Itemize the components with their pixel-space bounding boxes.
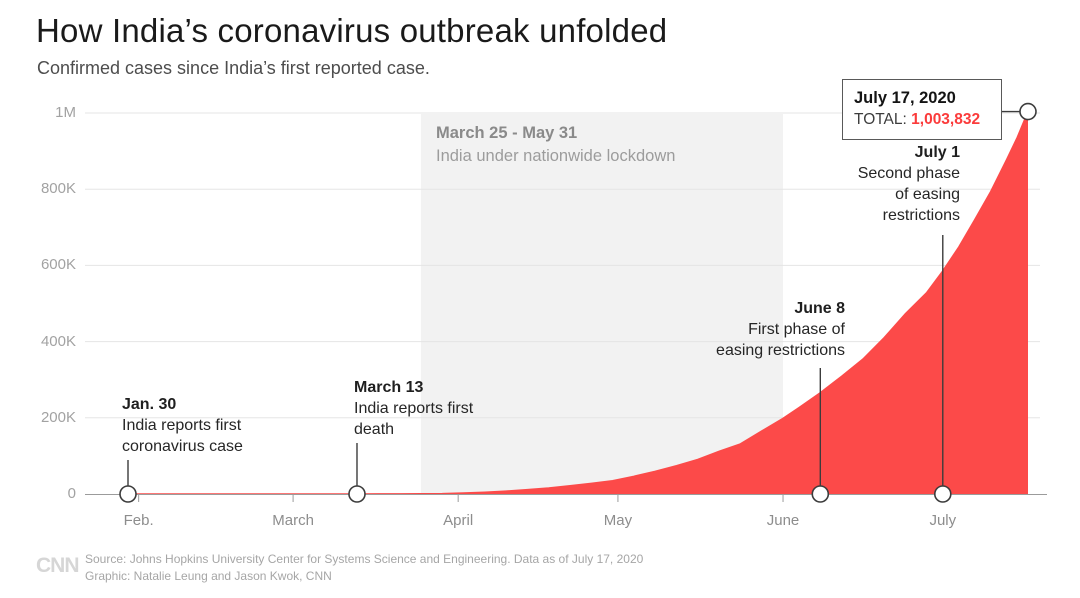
endpoint-tooltip: July 17, 2020 TOTAL: 1,003,832 — [842, 79, 1002, 140]
annotation-jun8-line: easing restrictions — [716, 342, 845, 359]
lockdown-band-dates: March 25 - May 31 — [436, 124, 578, 142]
annotation-jan30-line: coronavirus case — [122, 438, 243, 455]
annotation-mar13: March 13 India reports first death — [354, 377, 473, 440]
footer-graphic: Graphic: Natalie Leung and Jason Kwok, C… — [85, 569, 332, 583]
annotation-jan30-date: Jan. 30 — [122, 396, 177, 413]
lockdown-band — [420, 114, 784, 494]
annotation-mar13-line: death — [354, 421, 395, 438]
endpoint-date: July 17, 2020 — [854, 89, 956, 107]
endpoint-total-label: TOTAL: — [854, 111, 907, 128]
annotation-jan30-line: India reports first — [122, 417, 242, 434]
endpoint-total: TOTAL: 1,003,832 — [854, 109, 990, 130]
endpoint-marker — [1019, 102, 1037, 121]
annotation-jul1-line: of easing — [895, 186, 960, 203]
annotation-jul1-line: Second phase — [857, 165, 960, 182]
annotation-jun8-date: June 8 — [794, 300, 845, 317]
annotation-jun8-line: First phase of — [748, 321, 845, 338]
cases-area — [128, 111, 1028, 494]
event-marker — [811, 485, 830, 503]
lockdown-band-text: India under nationwide lockdown — [436, 147, 676, 165]
footer-source: Source: Johns Hopkins University Center … — [85, 552, 644, 566]
lockdown-band-label: March 25 - May 31 India under nationwide… — [436, 122, 675, 168]
annotation-jul1-line: restrictions — [882, 207, 960, 224]
page-title: How India’s coronavirus outbreak unfolde… — [36, 12, 668, 49]
annotation-jul1-date: July 1 — [914, 144, 960, 161]
annotation-jan30: Jan. 30 India reports first coronavirus … — [122, 394, 243, 457]
endpoint-total-value: 1,003,832 — [911, 111, 981, 128]
cnn-logo: CNN — [36, 554, 79, 577]
cases-line — [128, 111, 1029, 495]
annotation-jun8: June 8 First phase of easing restriction… — [716, 298, 845, 361]
annotation-jul1: July 1 Second phase of easing restrictio… — [858, 142, 960, 226]
annotation-mar13-line: India reports first — [354, 400, 474, 417]
footer-credits: Source: Johns Hopkins University Center … — [85, 551, 643, 585]
event-marker — [119, 485, 137, 503]
event-marker — [933, 485, 952, 503]
event-marker — [348, 485, 366, 503]
page-subtitle: Confirmed cases since India’s first repo… — [37, 58, 430, 78]
annotation-mar13-date: March 13 — [354, 379, 424, 396]
